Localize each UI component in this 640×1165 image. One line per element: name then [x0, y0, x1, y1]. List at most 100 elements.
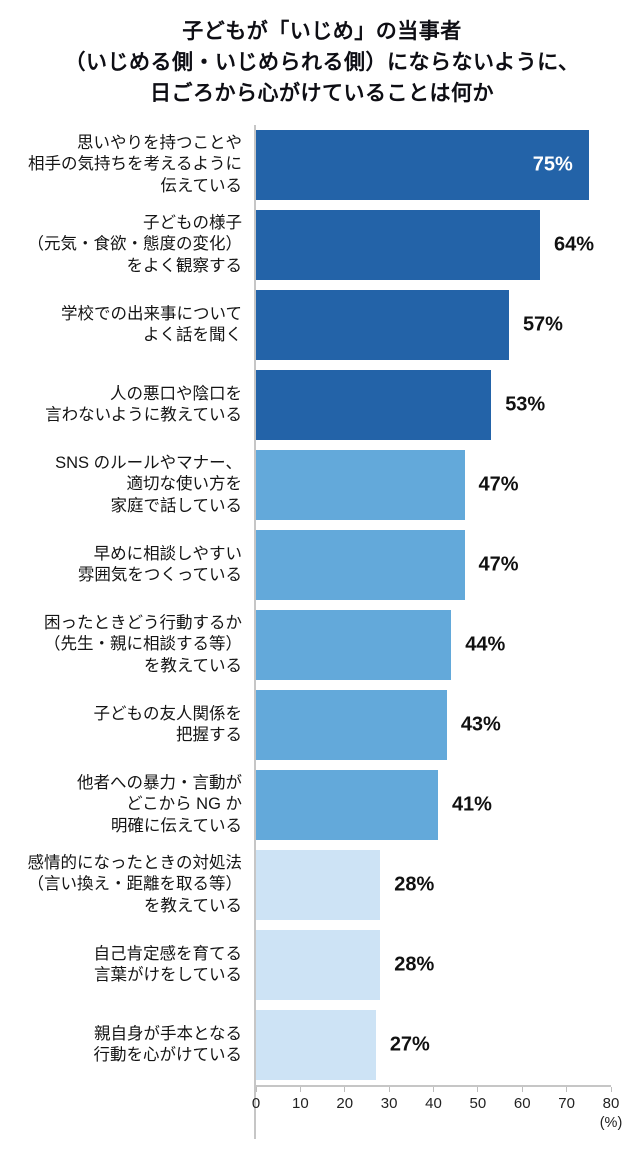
x-axis: 0 10 20 30 40 50 60 70 80 (%) [252, 1087, 622, 1139]
bar-category-label-line: 早めに相談しやすい [93, 544, 242, 563]
bar-category-label: 他者への暴力・言動がどこから NG か明確に伝えている [10, 765, 242, 845]
bar-value-label: 41% [451, 793, 492, 816]
bar-value-label: 64% [554, 233, 595, 256]
bar-category-label: 親自身が手本となる 行動を心がけている [10, 1005, 243, 1085]
x-tick-label: 20 [336, 1095, 354, 1112]
x-tick-label: 70 [558, 1095, 575, 1112]
bar [256, 210, 540, 280]
bar-category-label-line: 子どもの友人関係を [93, 704, 243, 723]
bar-value-label: 27% [389, 1033, 430, 1056]
bar-category-label: 思いやりを持つことや相手の気持ちを考えるように伝えている [10, 125, 242, 205]
bar-category-label: 自己肯定感を育てる 言葉がけをしている [10, 925, 243, 1005]
bar-category-label: 早めに相談しやすい雰囲気をつくっている [10, 525, 242, 605]
bar-category-label: 困ったときどう行動するか （先生・親に相談する等） を教えている [10, 605, 242, 685]
x-tick-label: 40 [425, 1095, 442, 1112]
bar-category-label-line: 相手の気持ちを考えるように [27, 155, 242, 174]
x-tick-label: 30 [380, 1095, 398, 1112]
bar-track: 47% [256, 525, 611, 605]
x-tick-mark [521, 1087, 523, 1092]
bar-category-label-line: を教えている [143, 656, 242, 675]
category-labels-column: 思いやりを持つことや相手の気持ちを考えるように伝えている子どもの様子 （元気・食欲… [10, 125, 254, 1139]
plot-area: 75% 64% 57% 53% 47% 47% 44% 43% 41% 28% 28% 27% 0 10… [252, 125, 634, 1139]
bar [256, 930, 381, 1000]
bar-category-label-line: 適切な使い方を [126, 475, 243, 494]
bar-value-label: 28% [394, 953, 435, 976]
x-tick-mark [344, 1087, 346, 1092]
bar-value-label: 57% [522, 313, 563, 336]
bar [256, 290, 509, 360]
bar-rows: 75% 64% 57% 53% 47% 47% 44% 43% 41% 28% 28% 27% [256, 125, 611, 1087]
bar-category-label-line: （元気・食欲・態度の変化） [27, 235, 243, 254]
bar-category-label-line: 子どもの様子 [143, 213, 242, 232]
bar-category-label-line: 人の悪口や陰口を [110, 384, 242, 403]
bar [256, 130, 589, 200]
bar-category-label-line: を教えている [143, 896, 242, 915]
bar-value-label: 47% [478, 473, 519, 496]
bar-category-label: 感情的になったときの対処法 （言い換え・距離を取る等） を教えている [10, 845, 243, 925]
bar [256, 1010, 376, 1080]
bar-track: 47% [256, 445, 611, 525]
x-tick-label: 60 [513, 1095, 531, 1112]
bar [256, 850, 381, 920]
x-axis-unit: (%) [599, 1115, 623, 1131]
bar-category-label-line: 明確に伝えている [110, 816, 242, 835]
bar-category-label-line: 自己肯定感を育てる [93, 944, 243, 963]
bar-category-label-line: 家庭で話している [110, 496, 242, 515]
bar-category-label-line: 伝えている [160, 176, 242, 195]
x-tick-mark [477, 1087, 479, 1092]
x-tick-mark [255, 1087, 257, 1092]
x-tick-label: 0 [251, 1095, 261, 1112]
chart-title-line-2: （いじめる側・いじめられる側）にならないように、 [64, 51, 580, 74]
bar-value-label: 53% [505, 393, 546, 416]
bar-category-label-line: （言い換え・距離を取る等） [27, 875, 243, 894]
bar-track: 53% [256, 365, 611, 445]
chart-title: 子どもが「いじめ」の当事者 （いじめる側・いじめられる側）にならないように、 日… [10, 16, 634, 109]
bar-category-label-line: 困ったときどう行動するか [44, 613, 242, 632]
bar-track: 27% [256, 1005, 611, 1085]
bar-track: 44% [256, 605, 611, 685]
bar-category-label-line: 感情的になったときの対処法 [27, 853, 243, 872]
bar [256, 450, 465, 520]
bar-chart: 思いやりを持つことや相手の気持ちを考えるように伝えている子どもの様子 （元気・食欲… [10, 125, 634, 1139]
x-tick-label: 50 [469, 1095, 487, 1112]
bar-value-label: 47% [478, 553, 519, 576]
x-tick-mark [433, 1087, 434, 1092]
bar-category-label: 学校での出来事について よく話を聞く [10, 285, 242, 365]
bar-category-label-line: 他者への暴力・言動が [77, 773, 242, 792]
bar-category-label-line: （先生・親に相談する等） [44, 635, 242, 654]
bar-category-label-line: どこから NG か [126, 795, 242, 814]
bar-category-label-line: 思いやりを持つことや [77, 133, 242, 152]
bar [256, 770, 438, 840]
x-tick-mark [610, 1087, 612, 1092]
bar-category-label: 子どもの様子 （元気・食欲・態度の変化） をよく観察する [10, 205, 243, 285]
bar-category-label-line: 親自身が手本となる [93, 1024, 242, 1043]
bar-category-label-line: 言葉がけをしている [93, 966, 242, 984]
x-tick-mark [299, 1087, 301, 1092]
x-tick-label: 80 [602, 1095, 620, 1112]
bar-value-label: 75% [532, 153, 573, 176]
bar-value-label: 28% [394, 873, 435, 896]
bar [256, 690, 447, 760]
bar [256, 370, 492, 440]
bar-value-label: 43% [460, 713, 501, 736]
bar-track: 28% [256, 845, 611, 925]
bar [256, 530, 465, 600]
bar-category-label-line: 言わないように教えている [45, 406, 242, 424]
bar-value-label: 44% [465, 633, 506, 656]
x-tick-mark [388, 1087, 390, 1092]
bar-category-label-line: 雰囲気をつくっている [77, 566, 242, 584]
bar-track: 57% [256, 285, 611, 365]
bar-category-label-line: 把握する [176, 726, 242, 744]
chart-title-line-1: 子どもが「いじめ」の当事者 [182, 20, 462, 43]
bar-track: 75% [256, 125, 611, 205]
bar-track: 41% [256, 765, 611, 845]
bar-track: 28% [256, 925, 611, 1005]
x-tick-label: 10 [292, 1095, 309, 1112]
chart-title-line-3: 日ごろから心がけていることは何か [150, 82, 494, 105]
bar [256, 610, 452, 680]
bar-track: 64% [256, 205, 611, 285]
bar-category-label-line: SNS のルールやマナー、 [55, 453, 242, 472]
x-tick-mark [566, 1087, 568, 1092]
bar-category-label: 子どもの友人関係を把握する [10, 685, 243, 765]
